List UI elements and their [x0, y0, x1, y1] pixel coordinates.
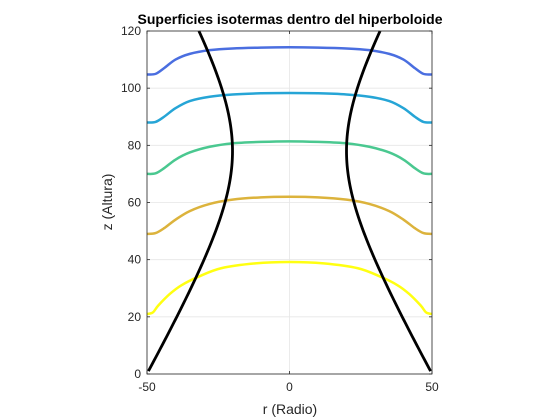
- x-tick-label: -50: [138, 380, 156, 394]
- y-axis-label: z (Altura): [99, 174, 115, 231]
- isotherm-line: [146, 260, 433, 316]
- y-tick-label: 40: [128, 253, 142, 267]
- y-tick-label: 80: [128, 138, 142, 152]
- x-axis-label: r (Radio): [263, 401, 317, 417]
- y-tick-label: 20: [128, 310, 142, 324]
- y-tick-label: 100: [121, 81, 141, 95]
- y-tick-label: 60: [128, 196, 142, 210]
- y-tick-label: 120: [121, 24, 141, 38]
- x-tick-label: 0: [286, 380, 293, 394]
- isotherm-line: [146, 91, 433, 124]
- isotherm-line: [146, 195, 433, 236]
- chart-title: Superficies isotermas dentro del hiperbo…: [138, 11, 443, 27]
- x-tick-label: 50: [425, 380, 439, 394]
- chart-series: [146, 30, 433, 372]
- isotherm-line: [146, 140, 433, 176]
- y-tick-label: 0: [134, 367, 141, 381]
- isotherm-line: [146, 46, 433, 76]
- hyperboloid-right-wall: [345, 30, 432, 372]
- hyperboloid-left-wall: [147, 30, 234, 372]
